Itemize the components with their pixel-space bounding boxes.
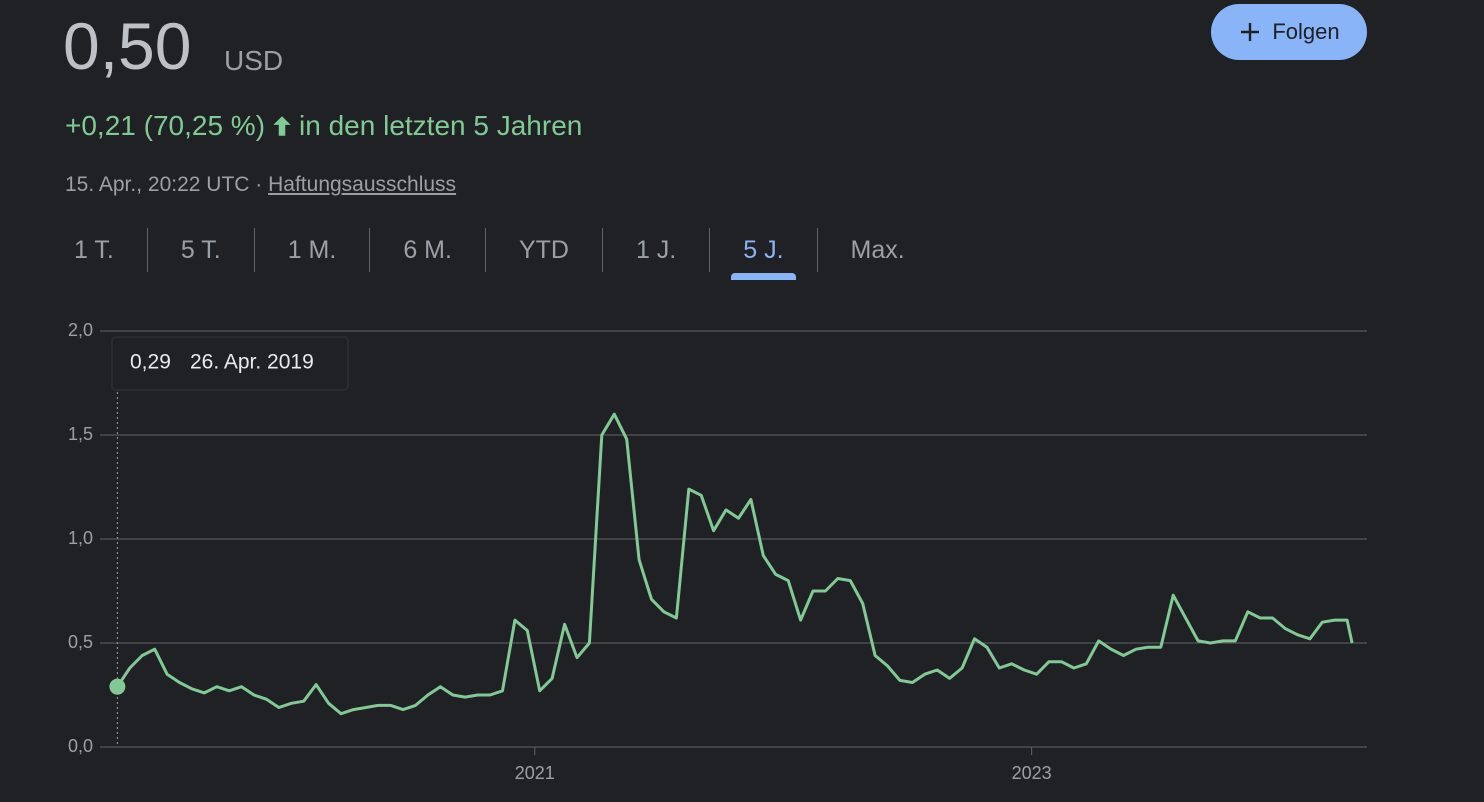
range-tab[interactable]: 1 M.	[253, 228, 370, 272]
change-value: +0,21 (70,25 %)	[65, 110, 266, 141]
follow-label: Folgen	[1272, 19, 1340, 44]
price: 0,50	[63, 9, 192, 83]
y-tick-label: 0,5	[68, 632, 93, 652]
up-arrow-icon	[273, 116, 291, 136]
change: +0,21 (70,25 %) in den letzten 5 Jahren	[65, 110, 582, 142]
y-tick-label: 0,0	[68, 736, 93, 756]
range-tab[interactable]: 1 J.	[601, 228, 709, 272]
range-tab[interactable]: 5 T.	[146, 228, 254, 272]
chart: 0,0 0,5 1,0 1,5 2,0 2021 2023 0,29 26. Apr. 2019	[68, 320, 1367, 783]
y-tick-label: 1,5	[68, 424, 93, 444]
range-tab[interactable]: YTD	[484, 228, 602, 272]
change-period: in den letzten 5 Jahren	[299, 110, 583, 141]
range-tab[interactable]: Max.	[816, 228, 938, 272]
y-tick-label: 1,0	[68, 528, 93, 548]
tooltip-point	[109, 678, 126, 695]
tooltip-date: 26. Apr. 2019	[190, 351, 314, 374]
tooltip-value: 0,29	[130, 351, 171, 374]
follow-button[interactable]: Folgen	[1211, 4, 1367, 60]
x-tick-label: 2023	[1012, 763, 1052, 783]
y-tick-label: 2,0	[68, 320, 93, 340]
range-tab[interactable]: 6 M.	[369, 228, 485, 272]
meta: 15. Apr., 20:22 UTC · Haftungsausschluss	[65, 173, 456, 197]
disclaimer-link[interactable]: Haftungsausschluss	[268, 173, 457, 196]
currency: USD	[224, 45, 284, 76]
plus-icon	[1241, 23, 1260, 41]
separator: ·	[255, 173, 263, 196]
price-line	[116, 412, 1354, 716]
range-tab[interactable]: 5 J.	[709, 228, 816, 280]
tooltip-box	[111, 336, 349, 391]
range-tabs: 1 T. 5 T. 1 M. 6 M. YTD 1 J. 5 J. Max.	[65, 228, 938, 280]
x-tick-label: 2021	[515, 763, 555, 783]
range-tab[interactable]: 1 T.	[74, 236, 114, 264]
timestamp: 15. Apr., 20:22 UTC	[65, 173, 250, 196]
